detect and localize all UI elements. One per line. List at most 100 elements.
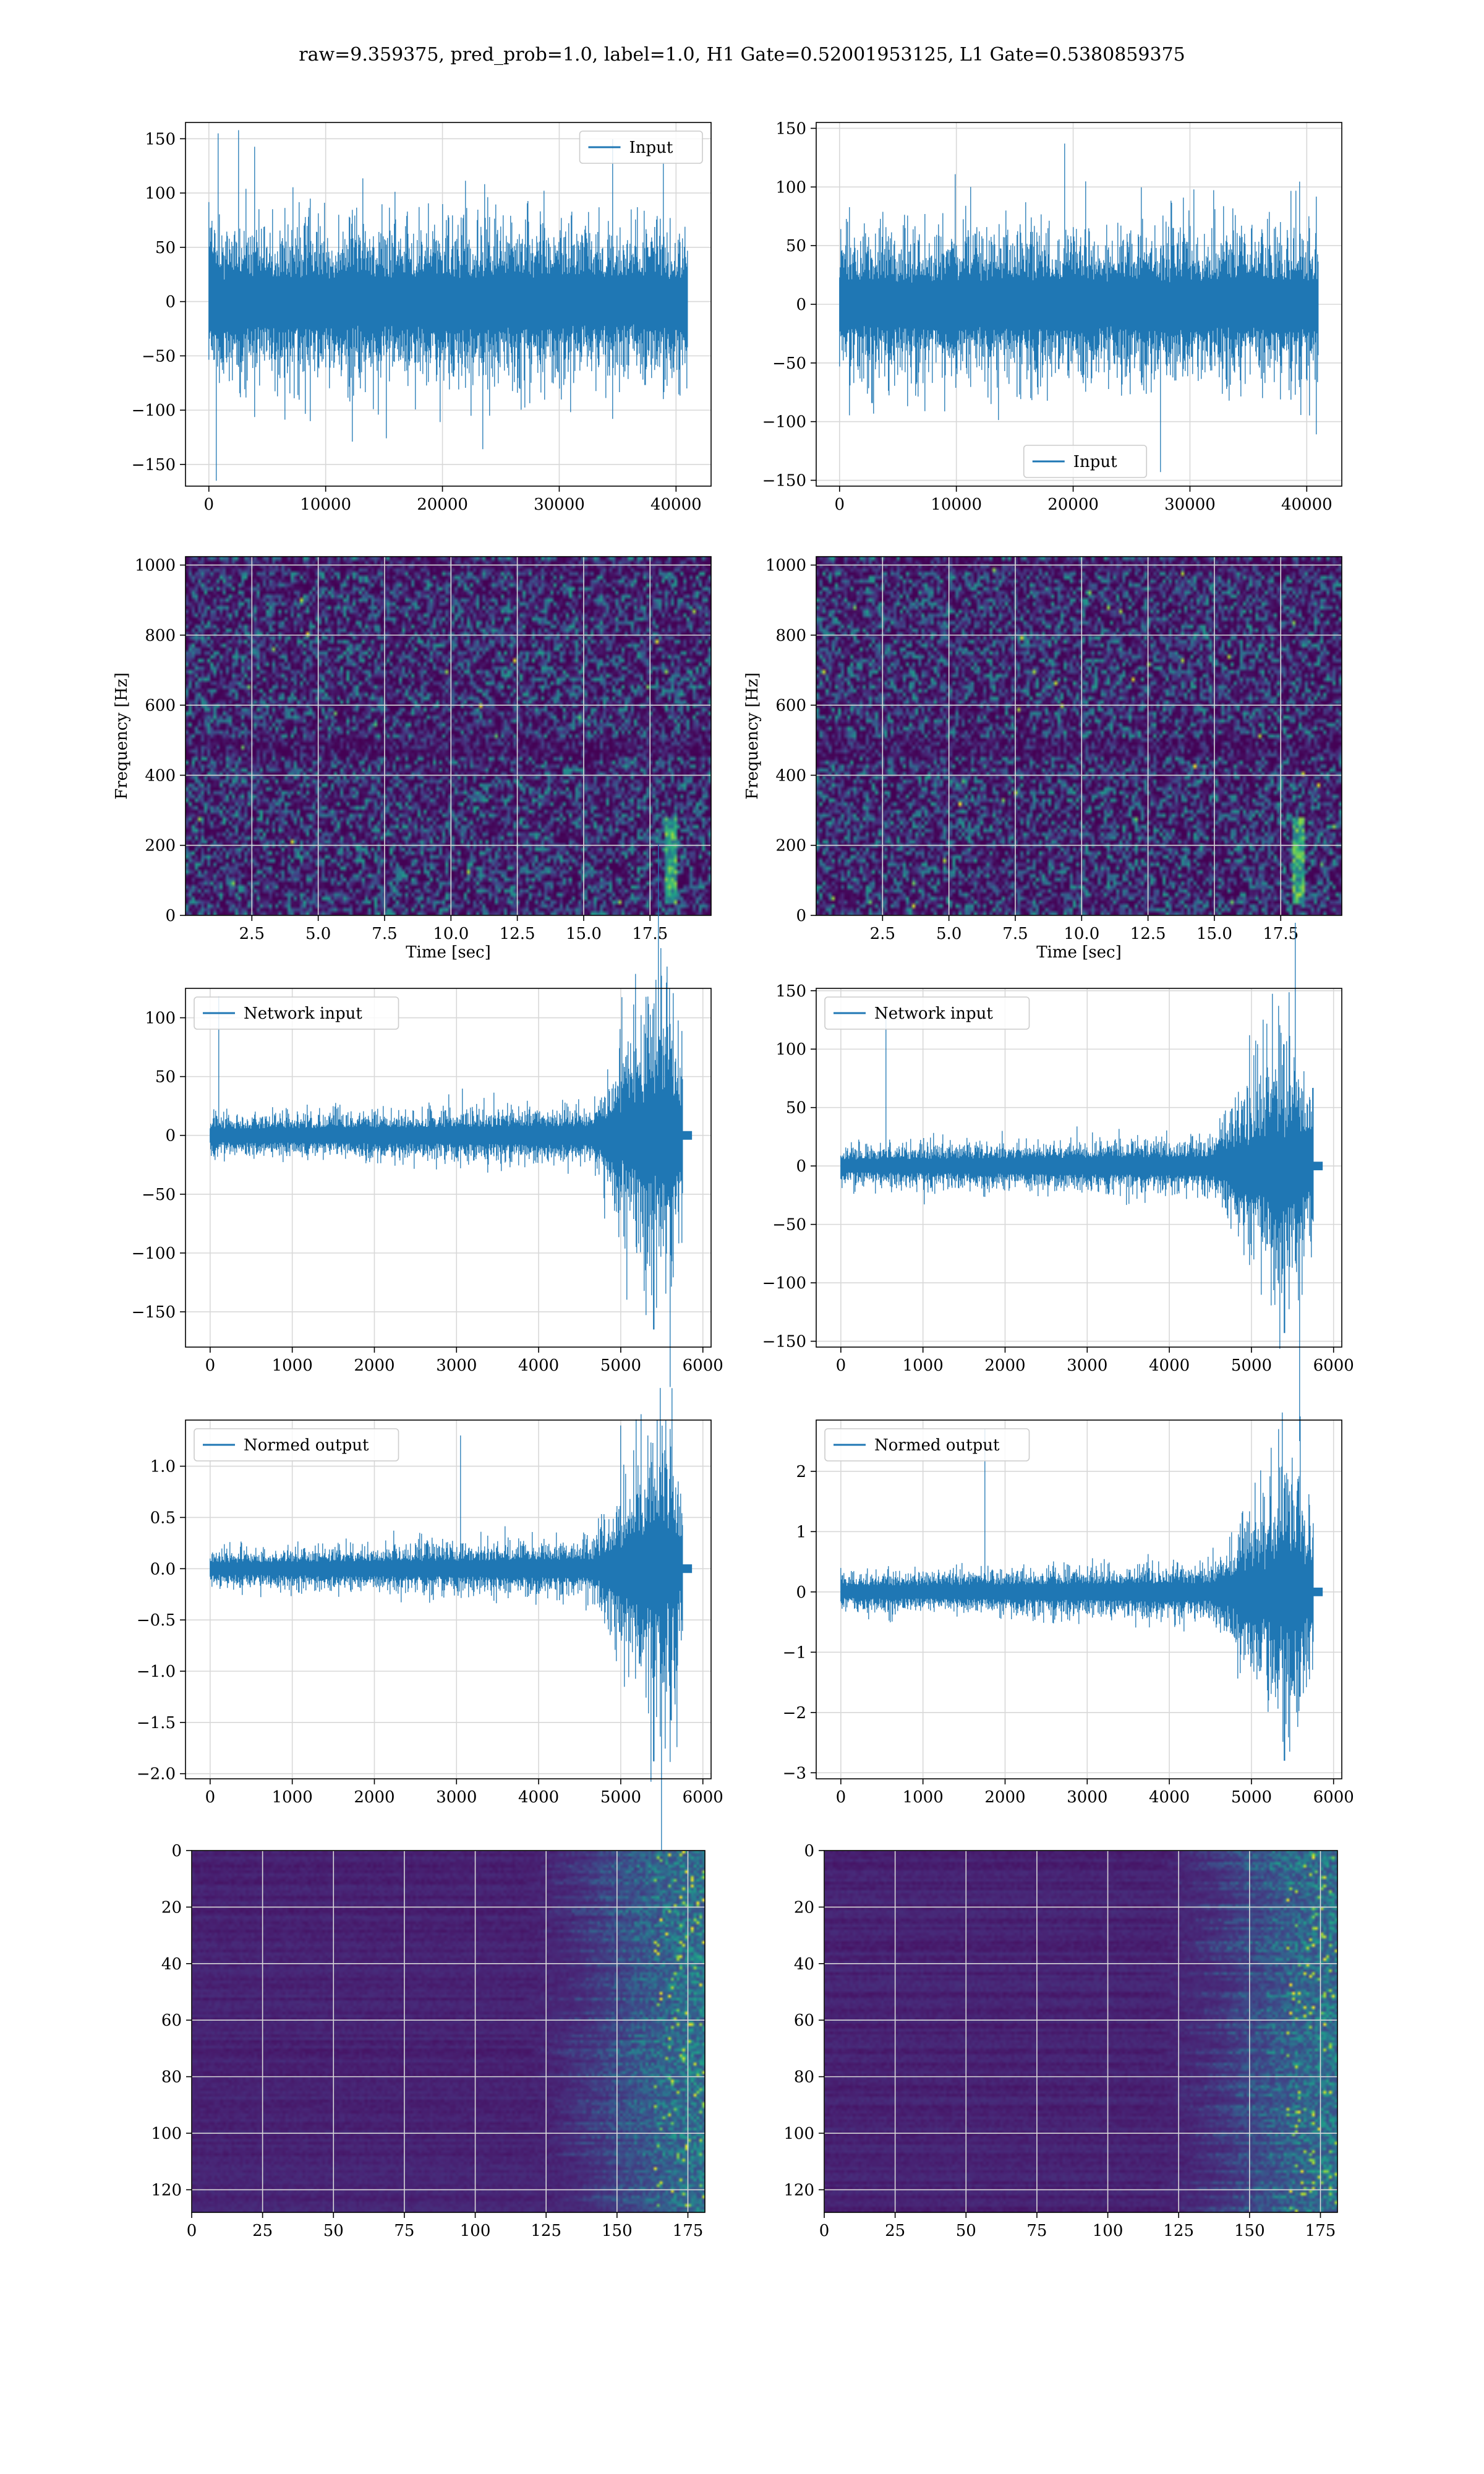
y-tick-label: 1 — [796, 1523, 806, 1541]
y-tick-label: −50 — [772, 354, 806, 373]
subplot-l1-feature-map-heatmap-image — [824, 1851, 1337, 2212]
y-tick-label: 1000 — [135, 557, 176, 575]
y-tick-label: 600 — [775, 696, 806, 715]
y-tick-label: −100 — [762, 1274, 806, 1293]
y-tick-label: −100 — [132, 1244, 176, 1263]
x-tick-label: 15.0 — [1196, 925, 1232, 943]
x-tick-label: 2.5 — [239, 925, 265, 943]
x-tick-label: 10000 — [931, 495, 982, 514]
x-tick-label: 75 — [1026, 2222, 1047, 2240]
x-tick-label: 12.5 — [500, 925, 535, 943]
x-tick-label: 6000 — [1313, 1788, 1354, 1807]
x-tick-label: 10.0 — [1064, 925, 1099, 943]
y-tick-label: −150 — [762, 1333, 806, 1351]
y-tick-label: −150 — [132, 456, 176, 474]
x-tick-label: 3000 — [1067, 1356, 1107, 1375]
x-tick-label: 5000 — [1231, 1356, 1272, 1375]
x-tick-label: 40000 — [650, 495, 702, 514]
y-tick-label: −1.0 — [137, 1663, 176, 1681]
figure-suptitle: raw=9.359375, pred_prob=1.0, label=1.0, … — [299, 44, 1185, 66]
subplot-h1-spectrogram-xlabel: Time [sec] — [406, 943, 491, 962]
subplot-h1-feature-map-grid — [191, 1850, 705, 2212]
legend-box — [824, 996, 1030, 1030]
subplot-h1-spectrogram-frame — [185, 556, 712, 916]
x-tick-label: 0 — [836, 1356, 846, 1375]
legend-label: Input — [629, 139, 673, 157]
y-tick-label: 0 — [796, 907, 806, 925]
y-tick-label: −50 — [772, 1216, 806, 1235]
x-tick-label: 5000 — [1231, 1788, 1272, 1807]
subplot-l1-normed-output-series-line — [840, 1412, 1323, 1761]
y-tick-label: 400 — [775, 766, 806, 785]
x-tick-label: 0 — [204, 495, 215, 514]
subplot-h1-network-input: 0 1000 2000 3000 4000 5000 6000−150−100−500501… — [132, 844, 723, 1387]
subplot-l1-normed-output-ticks: 0 1000 2000 3000 4000 5000 6000 −3 −2 −1 0 1 2 — [783, 1463, 1354, 1807]
y-tick-label: −100 — [762, 413, 806, 432]
y-tick-label: 0.0 — [150, 1560, 176, 1578]
y-tick-label: −3 — [783, 1764, 806, 1783]
x-tick-label: 12.5 — [1130, 925, 1166, 943]
subplot-h1-network-input-ticks: 0 1000 2000 3000 4000 5000 6000 −150 −100 −50 0 50 1… — [132, 1009, 723, 1375]
x-tick-label: 100 — [460, 2222, 491, 2240]
x-tick-label: 20000 — [1047, 495, 1099, 514]
x-tick-label: 40000 — [1281, 495, 1333, 514]
subplot-h1-input: 0 10000 20000 30000 40000 −150 −100 −50 0 50 100 15… — [132, 122, 712, 514]
legend-label: Network input — [244, 1004, 362, 1023]
subplot-h1-network-input-frame — [185, 988, 712, 1348]
x-tick-label: 20000 — [417, 495, 468, 514]
y-tick-label: 150 — [145, 130, 176, 148]
subplot-l1-input-ticks: 0 10000 20000 30000 40000 −150 −100 −50 0 50 100 15… — [762, 119, 1333, 514]
subplot-l1-network-input-ticks: 0 1000 2000 3000 4000 5000 6000 −150 −100 −50 0 50 1… — [762, 982, 1354, 1375]
y-tick-label: 200 — [145, 837, 176, 855]
x-tick-label: 0 — [205, 1788, 216, 1807]
subplot-h1-input-series-line — [208, 130, 688, 481]
subplot-h1-input-ticks: 0 10000 20000 30000 40000 −150 −100 −50 0 50 100 15… — [132, 130, 702, 514]
x-tick-label: 30000 — [1164, 495, 1216, 514]
subplot-h1-normed-output-series-line — [210, 1388, 693, 1862]
subplot-l1-feature-map-frame — [824, 1850, 1338, 2213]
subplot-h1-normed-output-legend: Normed output — [194, 1428, 399, 1462]
x-tick-label: 2.5 — [870, 925, 895, 943]
x-tick-label: 1000 — [272, 1788, 313, 1807]
legend-label: Input — [1073, 453, 1117, 471]
x-tick-label: 50 — [323, 2222, 344, 2240]
y-tick-label: 400 — [145, 766, 176, 785]
y-tick-label: −50 — [142, 347, 176, 366]
x-tick-label: 4000 — [518, 1356, 559, 1375]
x-tick-label: 4000 — [1149, 1356, 1190, 1375]
subplot-l1-network-input-frame — [816, 988, 1342, 1348]
y-tick-label: 0 — [796, 1157, 806, 1176]
subplot-h1-feature-map-ticks: 0 25 50 75 100 125 150 175 0 20 40 60 80 100 120 — [151, 1842, 703, 2240]
subplot-h1-spectrogram-heatmap-image — [186, 557, 711, 915]
y-tick-label: 100 — [783, 2125, 814, 2143]
x-tick-label: 0 — [836, 1788, 846, 1807]
subplot-l1-input-legend: Input — [1023, 445, 1148, 478]
subplot-l1-input-grid — [816, 122, 1342, 486]
x-tick-label: 17.5 — [1263, 925, 1298, 943]
y-tick-label: 200 — [775, 837, 806, 855]
y-tick-label: −1.5 — [137, 1714, 176, 1732]
y-tick-label: 40 — [161, 1955, 182, 1974]
subplot-h1-feature-map-frame — [191, 1850, 706, 2213]
x-tick-label: 125 — [1163, 2222, 1194, 2240]
legend-box — [824, 1428, 1030, 1462]
y-tick-label: 100 — [775, 178, 806, 197]
subplot-l1-normed-output-frame — [816, 1419, 1342, 1779]
y-tick-label: 150 — [775, 982, 806, 1001]
x-tick-label: 175 — [1305, 2222, 1336, 2240]
x-tick-label: 50 — [956, 2222, 976, 2240]
y-tick-label: 50 — [155, 1068, 176, 1087]
x-tick-label: 0 — [835, 495, 845, 514]
subplot-l1-network-input-series-line — [840, 923, 1323, 1441]
y-tick-label: 600 — [145, 696, 176, 715]
subplot-l1-feature-map-ticks: 0 25 50 75 100 125 150 175 0 20 40 60 80 100 120 — [783, 1842, 1336, 2240]
subplot-l1-normed-output: 0 1000 2000 3000 4000 5000 6000 −3 −2 −1 0 1 2 Normed… — [783, 1412, 1354, 1807]
x-tick-label: 17.5 — [632, 925, 668, 943]
y-tick-label: 150 — [775, 119, 806, 138]
y-tick-label: 60 — [161, 2011, 182, 2030]
x-tick-label: 6000 — [683, 1356, 723, 1375]
subplot-l1-input-series-line — [839, 143, 1319, 473]
legend-box — [1023, 445, 1148, 478]
x-tick-label: 15.0 — [566, 925, 602, 943]
